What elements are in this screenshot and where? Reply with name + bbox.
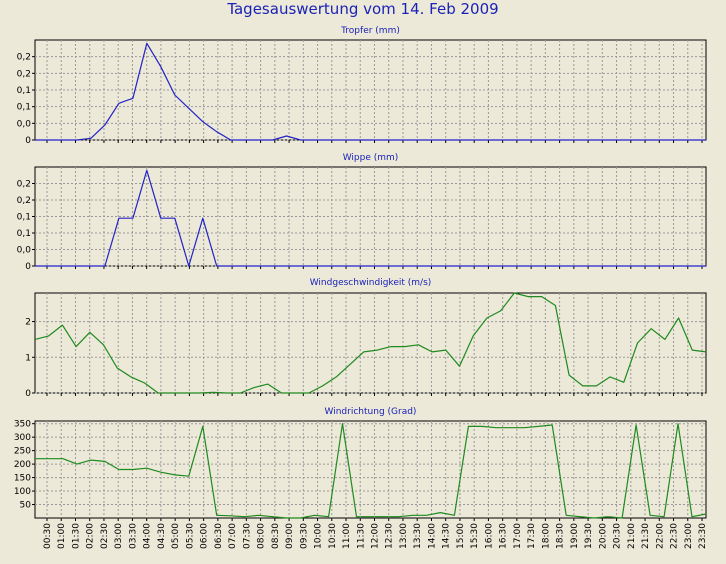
- plot-area: [34, 292, 707, 394]
- x-tick-label: 10:30: [328, 523, 338, 549]
- x-tick-label: 22:30: [670, 523, 680, 549]
- x-tick-label: 09:00: [285, 523, 295, 549]
- chart-panel-2: Wippe (mm) 0 0,0 0,1 0,1 0,2 0,2: [17, 153, 707, 272]
- x-tick-label: 09:30: [299, 523, 309, 549]
- x-tick-label: 21:00: [627, 523, 637, 549]
- y-tick-label: 50: [20, 501, 32, 511]
- x-tick-label: 18:00: [541, 523, 551, 549]
- chart-title: Windgeschwindigkeit (m/s): [310, 278, 432, 288]
- x-tick-label: 03:30: [128, 523, 138, 549]
- series-line: [35, 423, 707, 519]
- x-tick-label: 15:00: [456, 523, 466, 549]
- series-line: [34, 292, 707, 394]
- y-tick-label: 0,0: [17, 119, 32, 129]
- x-tick-label: 04:30: [157, 523, 167, 549]
- x-tick-label: 18:30: [556, 523, 566, 549]
- x-tick-label: 05:00: [171, 523, 181, 549]
- x-tick-label: 12:30: [385, 523, 395, 549]
- x-tick-label: 13:30: [413, 523, 423, 549]
- x-tick-label: 23:30: [698, 523, 708, 549]
- page-title: Tagesauswertung vom 14. Feb 2009: [227, 0, 499, 18]
- x-tick-label: 11:00: [342, 523, 352, 549]
- x-tick-label: 02:30: [100, 523, 110, 549]
- chart-title: Windrichtung (Grad): [325, 407, 417, 417]
- x-tick-label: 13:00: [399, 523, 409, 549]
- y-tick-label: 0: [25, 136, 31, 146]
- x-tick-label: 06:00: [200, 523, 210, 549]
- y-tick-label: 0: [25, 389, 31, 399]
- x-tick-label: 21:30: [641, 523, 651, 549]
- y-tick-label: 2: [25, 318, 31, 328]
- x-tick-label: 20:30: [613, 523, 623, 549]
- x-tick-label: 03:00: [114, 523, 124, 549]
- y-tick-label: 0,2: [17, 180, 31, 190]
- series-line: [35, 42, 706, 141]
- x-axis-labels: 00:30 01:00 01:30 02:00 02:30 03:00 03:30 04:00…: [43, 523, 708, 549]
- x-tick-label: 20:00: [598, 523, 608, 549]
- x-tick-label: 23:00: [684, 523, 694, 549]
- y-tick-label: 0: [25, 262, 31, 272]
- x-tick-label: 16:00: [484, 523, 494, 549]
- x-tick-label: 16:30: [499, 523, 509, 549]
- y-tick-label: 200: [14, 460, 31, 470]
- x-tick-label: 12:00: [371, 523, 381, 549]
- chart-panel-4: Windrichtung (Grad) 50 100 150 200 250 300 350: [14, 407, 707, 521]
- x-tick-label: 08:30: [271, 523, 281, 549]
- y-tick-label: 0,1: [17, 213, 31, 223]
- x-tick-label: 04:00: [143, 523, 153, 549]
- x-tick-label: 22:00: [655, 523, 665, 549]
- x-tick-label: 19:00: [570, 523, 580, 549]
- y-tick-label: 100: [14, 487, 31, 497]
- x-tick-label: 17:00: [513, 523, 523, 549]
- x-tick-label: 14:30: [442, 523, 452, 549]
- x-tick-label: 05:30: [185, 523, 195, 549]
- x-tick-label: 07:30: [242, 523, 252, 549]
- y-tick-label: 0,2: [17, 53, 31, 63]
- x-tick-label: 08:00: [257, 523, 267, 549]
- y-tick-label: 300: [14, 433, 31, 443]
- y-tick-label: 1: [25, 353, 31, 363]
- y-tick-label: 0,2: [17, 196, 31, 206]
- x-tick-label: 02:00: [86, 523, 96, 549]
- y-tick-label: 0,1: [17, 86, 31, 96]
- x-tick-label: 01:00: [57, 523, 67, 549]
- x-tick-label: 00:30: [43, 523, 53, 549]
- x-tick-label: 07:00: [228, 523, 238, 549]
- y-tick-label: 0,1: [17, 229, 31, 239]
- y-tick-label: 0,0: [17, 246, 32, 256]
- chart-title: Wippe (mm): [343, 153, 399, 163]
- chart-panel-1: Tropfer (mm) 0 0,0 0,1 0,1 0,2 0,2: [17, 26, 707, 146]
- x-tick-label: 06:30: [214, 523, 224, 549]
- x-tick-label: 19:30: [584, 523, 594, 549]
- y-tick-label: 0,1: [17, 103, 31, 113]
- x-tick-label: 15:30: [470, 523, 480, 549]
- y-tick-label: 250: [14, 447, 31, 457]
- x-tick-label: 11:30: [356, 523, 366, 549]
- x-tick-label: 17:30: [527, 523, 537, 549]
- chart-panel-3: Windgeschwindigkeit (m/s) 0 1 2: [25, 278, 707, 399]
- series-line: [35, 169, 706, 267]
- x-tick-label: 14:00: [427, 523, 437, 549]
- x-tick-label: 10:00: [314, 523, 324, 549]
- y-tick-label: 150: [14, 474, 31, 484]
- chart-title: Tropfer (mm): [340, 26, 400, 36]
- x-tick-label: 01:30: [71, 523, 81, 549]
- y-tick-label: 0,2: [17, 69, 31, 79]
- y-tick-label: 350: [14, 420, 31, 430]
